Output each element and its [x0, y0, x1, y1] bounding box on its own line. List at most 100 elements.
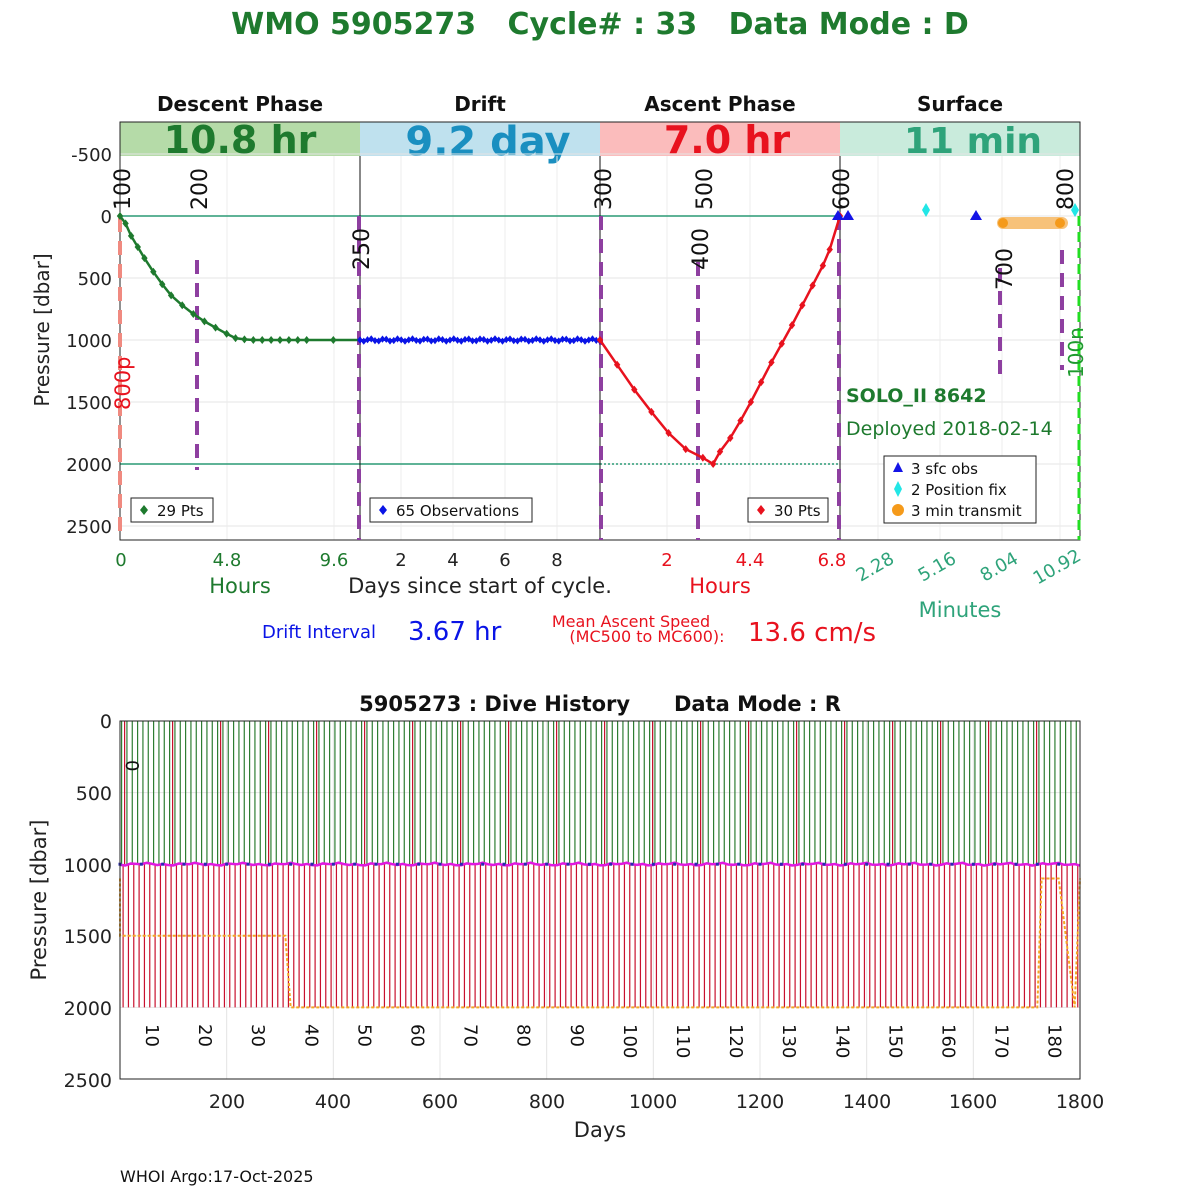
top-y-tick-label: 1500	[66, 393, 112, 414]
park-pressure-point	[459, 862, 463, 866]
descent-point	[159, 280, 166, 289]
ascent-point	[665, 429, 672, 437]
park-pressure-point	[865, 862, 869, 866]
drift-point	[585, 336, 592, 344]
ascent-point	[709, 460, 717, 468]
cycle-number-label: 30	[247, 1024, 268, 1047]
park-pressure-point	[417, 862, 421, 866]
transmit-marker-2	[1055, 218, 1065, 228]
descent-point	[127, 231, 135, 240]
ascent-point	[768, 358, 775, 367]
park-pressure-point	[523, 862, 527, 866]
ascent-point	[826, 245, 833, 254]
ascent-x-label: Hours	[689, 574, 751, 598]
profile-depth-line	[119, 877, 1081, 1009]
descent-band	[120, 122, 360, 156]
descent-point	[212, 323, 219, 332]
drift-phase-title: Drift	[454, 92, 506, 116]
float-deployed: Deployed 2018-02-14	[846, 418, 1053, 440]
cycle-number-labels: 0 10 20 30 40 50 60 70 80 90 100 110 120 130 140 150 160…	[121, 760, 1065, 1058]
descent-point	[267, 336, 275, 344]
cycle-number-label: 60	[407, 1024, 428, 1047]
ascent-point	[727, 433, 734, 442]
cycle-number-label: 40	[300, 1024, 321, 1047]
surface-markers	[832, 203, 1079, 229]
descent-point	[122, 219, 129, 228]
bottom-x-tick-label: 400	[315, 1091, 351, 1113]
cycle-number-label: 0	[121, 760, 142, 771]
bottom-y-tick-label: 0	[100, 711, 112, 733]
drift-point	[574, 335, 581, 343]
descent-point	[179, 301, 186, 310]
descent-point	[259, 336, 266, 344]
bottom-x-tick-label: 1000	[629, 1091, 677, 1113]
descent-point	[303, 336, 310, 344]
drift-point	[458, 337, 465, 345]
descent-legend: 29 Pts	[130, 497, 214, 523]
park-pressure-point	[225, 862, 229, 866]
figure-title: WMO 5905273 Cycle# : 33 Data Mode : D	[231, 7, 969, 42]
park-pressure-point	[651, 862, 655, 866]
bottom-x-tick-label: 1400	[843, 1091, 891, 1113]
bottom-x-tick-label: 600	[422, 1091, 458, 1113]
park-pressure-point	[587, 862, 591, 866]
descent-point	[190, 309, 197, 318]
dive-history-title: 5905273 : Dive History Data Mode : R	[359, 692, 841, 716]
top-y-axis: -500 0 500 1000 1500 2000 2500	[66, 145, 112, 538]
drift-point	[435, 335, 442, 343]
ascent-point	[809, 281, 816, 290]
surface-x-tick: 5.16	[915, 548, 960, 586]
ascent-legend-label: 30 Pts	[774, 502, 821, 520]
surface-x-label: Minutes	[919, 598, 1002, 622]
descent-point	[241, 335, 248, 344]
cycle-number-label: 80	[513, 1024, 534, 1047]
park-pressure-point	[310, 862, 314, 866]
cycle-number-label: 130	[778, 1024, 799, 1058]
park-pressure-point	[801, 862, 805, 866]
park-pressure-point	[182, 862, 186, 866]
bottom-series	[118, 721, 1081, 1009]
park-pressure-line	[119, 861, 1081, 867]
drift-band	[360, 122, 600, 156]
sfc-obs-marker-2	[842, 210, 854, 220]
sfc-obs-marker-3	[970, 210, 982, 220]
ascent-phase-title: Ascent Phase	[644, 92, 795, 116]
top-y-tick-label: 2500	[66, 517, 112, 538]
drift-point	[514, 337, 521, 345]
descent-point	[223, 329, 230, 338]
park-pressure-point	[971, 862, 975, 866]
drift-x-tick: 2	[395, 550, 406, 571]
bottom-y-tick-label: 2000	[64, 998, 112, 1020]
drift-point	[555, 337, 562, 345]
drift-point	[533, 335, 540, 343]
park-pressure-point	[929, 862, 933, 866]
mc-label-100n: 100n	[1064, 327, 1088, 378]
drift-x-label: Days since start of cycle.	[348, 574, 612, 598]
ascent-point	[596, 336, 604, 344]
park-pressure-point	[289, 862, 293, 866]
surface-phase-title: Surface	[917, 92, 1003, 116]
drift-point	[394, 335, 401, 343]
bottom-plot-frame	[119, 720, 1081, 1080]
ascent-point	[778, 339, 785, 348]
top-y-tick-label: 1000	[66, 331, 112, 352]
drift-point	[413, 336, 420, 345]
park-pressure-point	[822, 862, 826, 866]
drift-interval-label: Drift Interval	[262, 622, 376, 643]
ascent-x-tick: 6.8	[818, 550, 847, 571]
descent-point	[134, 243, 141, 251]
ascent-point	[747, 398, 755, 406]
ascent-point	[819, 261, 827, 270]
surface-band	[840, 122, 1080, 156]
park-pressure-point	[630, 862, 634, 866]
mc-label-250: 250	[350, 228, 375, 270]
ascent-point	[788, 321, 796, 330]
drift-interval-value: 3.67 hr	[408, 617, 502, 647]
ascent-x-tick: 4.4	[736, 550, 765, 571]
ascent-point	[799, 301, 806, 310]
park-pressure-point	[694, 862, 698, 866]
park-pressure-point	[673, 862, 677, 866]
cycle-number-label: 120	[725, 1024, 746, 1058]
cycle-number-label: 110	[672, 1024, 693, 1058]
park-pressure-point	[545, 862, 549, 866]
